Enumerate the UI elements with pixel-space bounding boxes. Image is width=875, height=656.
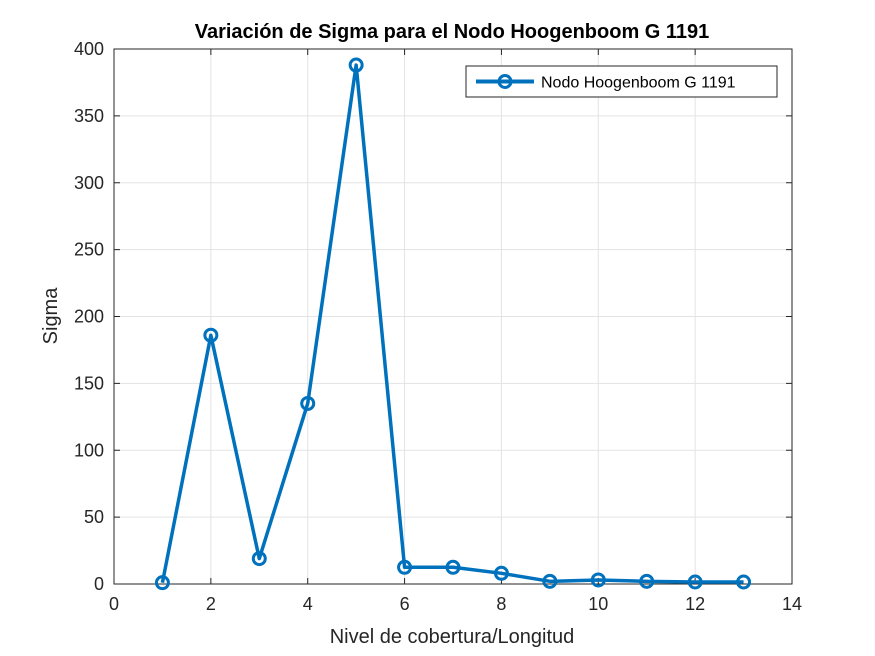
legend: Nodo Hoogenboom G 1191 [465,65,778,98]
data-point-marker [348,57,364,73]
x-tick-label: 14 [782,594,802,614]
y-tick-label: 150 [74,373,104,393]
data-point-marker [542,573,558,589]
y-tick-label: 250 [74,240,104,260]
y-tick-label: 350 [74,106,104,126]
chart-title: Variación de Sigma para el Nodo Hoogenbo… [195,21,710,43]
grid-lines [114,49,792,584]
legend-entry-label: Nodo Hoogenboom G 1191 [541,75,736,92]
y-tick-label: 100 [74,440,104,460]
data-point-marker [203,327,219,343]
series-line [160,63,744,584]
data-point-marker [493,565,509,581]
data-point-marker [397,559,413,575]
series-layer [154,57,752,591]
data-point-marker [300,395,316,411]
y-tick-label: 400 [74,39,104,59]
y-axis-label: Sigma [40,287,62,345]
data-point-marker [687,574,703,590]
x-tick-label: 2 [206,594,216,614]
x-tick-label: 4 [303,594,313,614]
tick-labels: 0 2 4 6 8 10 12 14 0 50 100 150 200 250 300 350 400 [74,39,802,614]
x-tick-label: 0 [109,594,119,614]
x-tick-label: 12 [685,594,705,614]
y-tick-label: 300 [74,173,104,193]
x-axis-label: Nivel de cobertura/Longitud [330,626,575,648]
data-point-marker [445,559,461,575]
y-tick-label: 200 [74,307,104,327]
data-point-marker [154,575,170,591]
data-point-marker [590,572,606,588]
x-tick-label: 8 [496,594,506,614]
data-point-marker [251,551,267,567]
legend-marker-sample [497,74,513,89]
x-tick-label: 10 [588,594,608,614]
y-tick-label: 50 [84,507,104,527]
tick-marks [113,48,793,585]
y-tick-label: 0 [94,574,104,594]
x-tick-label: 6 [400,594,410,614]
data-point-marker [639,573,655,589]
data-point-marker [736,574,752,590]
